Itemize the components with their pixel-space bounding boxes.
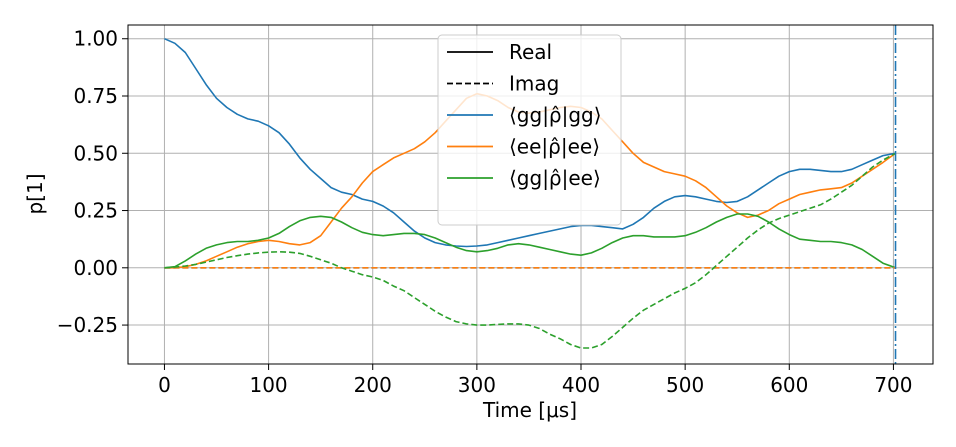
x-tick-label: 0 (158, 373, 171, 397)
y-tick-label: 0.00 (73, 256, 118, 280)
legend-label: ⟨gg|ρ̂|gg⟩ (509, 103, 602, 127)
legend-label: ⟨ee|ρ̂|ee⟩ (509, 135, 600, 159)
legend: Real Imag ⟨gg|ρ̂|gg⟩ ⟨ee|ρ̂|ee⟩ ⟨gg|ρ̂|ee⟩ (437, 34, 622, 226)
y-tick-label: 0.75 (73, 84, 118, 108)
x-tick-label: 200 (354, 373, 392, 397)
legend-label: Imag (509, 72, 559, 96)
plot-frame (127, 24, 934, 365)
series-line-real (164, 37, 896, 248)
series-layer (164, 25, 897, 364)
x-axis-label: Time [μs] (482, 398, 577, 422)
y-tick-label: 0.50 (73, 141, 118, 165)
y-axis-label: p[1] (23, 173, 47, 214)
x-tick-label: 700 (874, 373, 912, 397)
y-tick-label: 0.25 (73, 199, 118, 223)
x-tick-label: 500 (666, 373, 704, 397)
y-tick-label: 1.00 (73, 27, 118, 51)
x-tick-label: 400 (562, 373, 600, 397)
series-line-imag (164, 152, 896, 349)
x-axis-ticks: 0 100 200 300 400 500 600 700 (158, 364, 913, 397)
x-tick-label: 300 (458, 373, 496, 397)
x-tick-label: 600 (770, 373, 808, 397)
series-line-real (164, 213, 896, 269)
legend-label: Real (509, 40, 552, 64)
x-tick-label: 100 (249, 373, 287, 397)
y-tick-label: −0.25 (57, 313, 118, 337)
y-axis-ticks: −0.25 0.00 0.25 0.50 0.75 1.00 (57, 27, 128, 337)
legend-label: ⟨gg|ρ̂|ee⟩ (509, 166, 601, 190)
